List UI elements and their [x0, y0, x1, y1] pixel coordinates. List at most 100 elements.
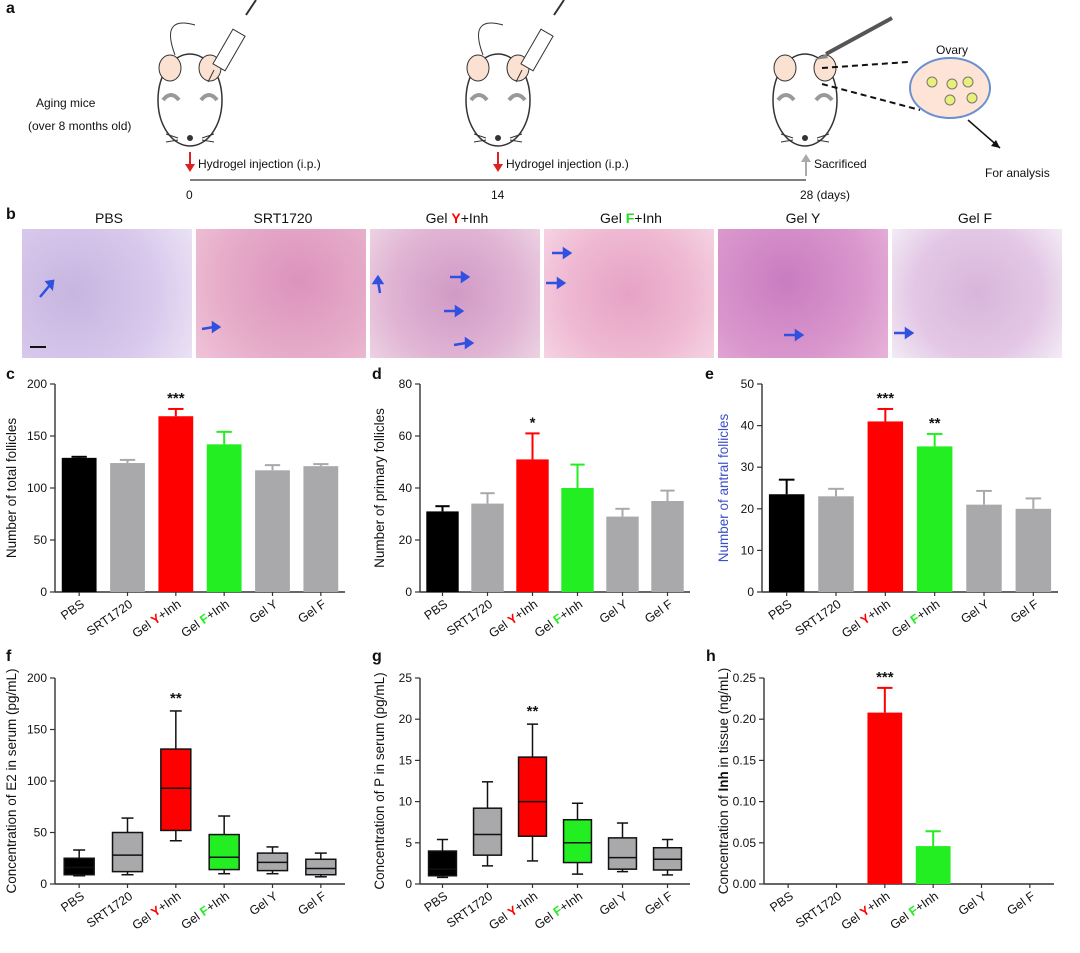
y-tick-label: 10 — [399, 795, 413, 809]
box — [63, 857, 95, 876]
box — [427, 850, 458, 877]
x-tick-label: Gel F — [295, 889, 328, 918]
x-tick-label: Gel Y+Inh — [839, 597, 893, 641]
day-0: 0 — [186, 188, 193, 202]
histology-image-gel-y — [718, 229, 888, 358]
y-tick-label: 0.20 — [733, 712, 757, 726]
x-tick-label: Gel F+Inh — [888, 889, 941, 932]
bar — [916, 446, 953, 592]
y-tick-label: 50 — [34, 533, 48, 547]
y-tick-label: 0.25 — [733, 671, 757, 685]
x-tick-label: Gel Y — [956, 889, 990, 919]
x-tick-label: Gel Y — [958, 597, 992, 627]
y-tick-label: 20 — [399, 533, 413, 547]
bar — [206, 444, 242, 592]
y-tick-label: 0.00 — [733, 877, 757, 891]
x-tick-label: Gel F — [642, 597, 675, 626]
ovary-label: Ovary — [936, 43, 969, 57]
y-axis-label: Number of antral follicles — [716, 413, 731, 562]
x-tick-label: Gel Y+Inh — [486, 597, 540, 641]
y-tick-label: 0.10 — [733, 795, 757, 809]
box — [305, 858, 337, 876]
box — [160, 748, 192, 832]
y-tick-label: 40 — [399, 481, 413, 495]
significance-marker: *** — [876, 669, 894, 686]
chart-f-e2-serum: 0 50 100 150 200 Concentration of E2 in serum… — [4, 668, 345, 933]
y-axis-label: Concentration of E2 in serum (pg/mL) — [4, 668, 19, 893]
syringe-icon-1 — [207, 0, 257, 83]
ovary-icon — [909, 57, 991, 119]
panel-label-e: e — [705, 366, 714, 383]
follicle-arrow-icon — [39, 284, 51, 298]
bar — [426, 511, 459, 592]
chart-g-p-serum: 0 5 10 15 20 25 Concentration of P in serum (p… — [372, 671, 690, 933]
significance-marker: ** — [170, 690, 182, 707]
y-axis-label: Concentration of P in serum (pg/mL) — [372, 672, 387, 889]
bar — [516, 459, 549, 592]
bar — [966, 504, 1002, 592]
x-tick-label: PBS — [422, 889, 451, 915]
timeline-schematic — [157, 0, 1001, 181]
x-tick-label: Gel F+Inh — [889, 597, 942, 640]
y-tick-label: 50 — [34, 826, 48, 840]
scalpel-icon — [814, 16, 893, 60]
day-28: 28 (days) — [800, 188, 851, 202]
y-tick-label: 0 — [40, 877, 47, 891]
bar — [818, 496, 854, 592]
mouse-icon-2 — [465, 22, 531, 147]
y-tick-label: 200 — [27, 671, 47, 685]
y-axis-label: Number of total follicles — [4, 418, 19, 559]
bar — [1015, 508, 1052, 592]
significance-marker: *** — [877, 390, 895, 407]
syringe-icon-2 — [515, 0, 565, 83]
bar — [867, 421, 904, 592]
x-tick-label: Gel Y — [247, 597, 281, 627]
histology-image-srt1720 — [196, 229, 366, 358]
panel-label-a: a — [6, 0, 15, 17]
y-tick-label: 150 — [27, 429, 47, 443]
x-tick-label: Gel F+Inh — [179, 597, 232, 640]
x-tick-label: Gel Y+Inh — [839, 889, 893, 933]
x-tick-label: Gel Y+Inh — [486, 889, 540, 933]
y-axis-label: Concentration of Inh in tissue (ng/mL) — [716, 668, 731, 894]
bar — [561, 488, 594, 592]
histology-annotations — [30, 246, 915, 350]
x-tick-label: SRT1720 — [84, 597, 135, 639]
significance-marker: *** — [167, 390, 185, 407]
y-tick-label: 10 — [741, 543, 755, 557]
follicle-arrow-icon — [453, 341, 467, 347]
significance-marker: * — [530, 414, 536, 431]
bar — [867, 712, 903, 884]
significance-marker: ** — [929, 415, 941, 432]
x-tick-label: PBS — [766, 597, 795, 623]
histology-image-gel-f — [892, 229, 1062, 358]
histo-title-pbs: PBS — [94, 210, 123, 226]
significance-marker: ** — [527, 703, 539, 720]
y-tick-label: 15 — [399, 753, 413, 767]
x-tick-label: Gel Y+Inh — [130, 889, 184, 933]
y-tick-label: 30 — [741, 460, 755, 474]
box — [111, 831, 144, 873]
y-tick-label: 5 — [405, 836, 412, 850]
bar — [471, 503, 504, 592]
bar — [61, 457, 97, 592]
x-tick-label: Gel Y — [597, 889, 631, 919]
box — [208, 833, 240, 871]
panel-label-g: g — [372, 648, 382, 665]
y-tick-label: 0 — [405, 877, 412, 891]
x-tick-label: Gel Y+Inh — [130, 597, 184, 641]
panel-label-b: b — [6, 206, 16, 223]
x-tick-label: PBS — [58, 889, 87, 915]
histology-image-pbs — [22, 229, 192, 358]
histo-title-srt1720: SRT1720 — [253, 210, 313, 226]
y-tick-label: 20 — [399, 712, 413, 726]
x-tick-label: PBS — [58, 597, 87, 623]
box — [517, 756, 548, 837]
chart-e-antral-follicles: 0 10 20 30 40 50 Number of antral follicles PBS… — [716, 377, 1058, 641]
x-tick-label: SRT1720 — [793, 597, 844, 639]
y-tick-label: 0.15 — [733, 753, 757, 767]
bar — [651, 501, 684, 592]
histo-title-gel-y-inh: Gel Y+Inh — [425, 210, 489, 226]
